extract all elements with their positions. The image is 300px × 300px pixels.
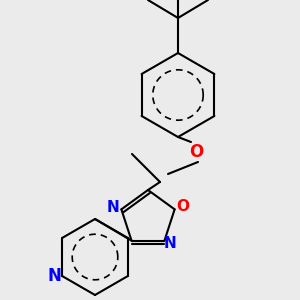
Text: N: N: [47, 267, 61, 285]
Text: N: N: [107, 200, 120, 215]
Text: O: O: [189, 143, 203, 161]
Text: O: O: [176, 199, 189, 214]
Text: N: N: [164, 236, 177, 251]
